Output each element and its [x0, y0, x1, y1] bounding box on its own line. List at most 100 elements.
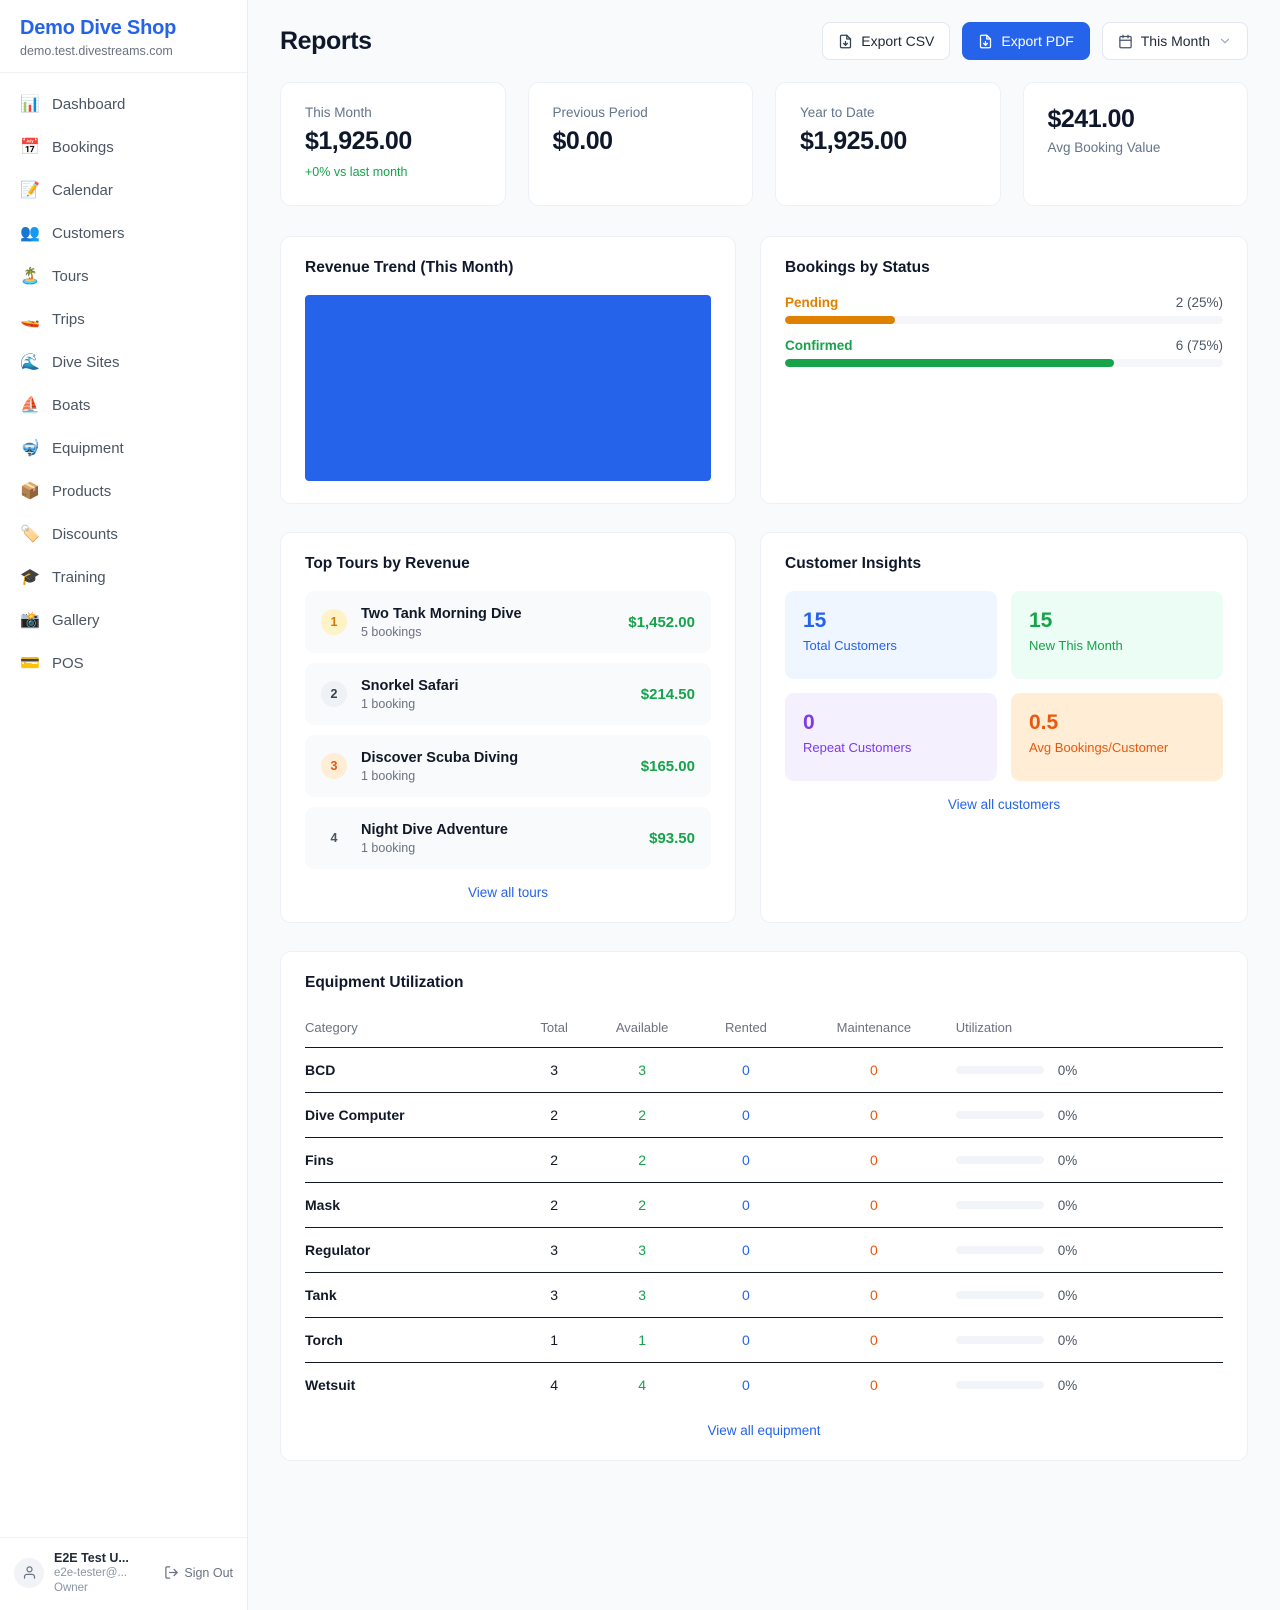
sidebar-item-dive-sites[interactable]: 🌊 Dive Sites [0, 341, 247, 384]
status-progress-track [785, 359, 1223, 367]
sidebar-item-customers[interactable]: 👥 Customers [0, 212, 247, 255]
page-title: Reports [280, 26, 372, 55]
tour-rank-badge: 2 [321, 681, 347, 707]
table-body: BCD 3 3 0 0 0% Dive Computer 2 2 0 0 0% Fins 2 2 0 0 0% Ma… [305, 1047, 1223, 1408]
sidebar-item-tours[interactable]: 🏝️ Tours [0, 255, 247, 298]
tour-meta: Discover Scuba Diving 1 booking [361, 749, 627, 784]
stat-label: This Month [305, 105, 372, 120]
revenue-trend-title: Revenue Trend (This Month) [305, 259, 514, 276]
insight-card: 0 Repeat Customers [785, 693, 997, 781]
utilization-track [955, 1246, 1044, 1254]
equipment-maintenance: 0 [792, 1137, 956, 1183]
stat-card: $241.00 Avg Booking Value [1022, 82, 1248, 206]
export-pdf-button[interactable]: Export PDF [962, 22, 1090, 60]
table-row: Torch 1 1 0 0 0% [305, 1317, 1223, 1363]
equipment-rented: 0 [699, 1092, 793, 1138]
equipment-table: Category Total Available Rented Maintenance U… [305, 1010, 1223, 1407]
tour-list-item[interactable]: 3 Discover Scuba Diving 1 booking $165.00 [305, 735, 711, 797]
revenue-trend-panel: Revenue Trend (This Month) [280, 236, 736, 504]
sidebar-item-discounts[interactable]: 🏷️ Discounts [0, 513, 247, 556]
tour-revenue: $214.50 [640, 685, 695, 703]
view-all-tours-link[interactable]: View all tours [467, 885, 549, 900]
column-header: Maintenance [792, 1010, 956, 1048]
equipment-rented: 0 [699, 1182, 793, 1228]
insight-label: Avg Bookings/Customer [1029, 740, 1169, 756]
sign-out-button[interactable]: Sign Out [164, 1565, 233, 1580]
tour-revenue: $93.50 [649, 829, 695, 847]
table-row: Fins 2 2 0 0 0% [305, 1137, 1223, 1183]
tour-list-item[interactable]: 2 Snorkel Safari 1 booking $214.50 [305, 663, 711, 725]
bookings-status-title: Bookings by Status [785, 259, 930, 276]
export-csv-button[interactable]: Export CSV [822, 22, 951, 60]
sidebar: Demo Dive Shop demo.test.divestreams.com… [0, 0, 248, 1610]
sidebar-item-gallery[interactable]: 📸 Gallery [0, 599, 247, 642]
sidebar-item-trips[interactable]: 🚤 Trips [0, 298, 247, 341]
sidebar-spacer [0, 691, 247, 1537]
training-icon: 🎓 [20, 568, 40, 586]
column-header: Utilization [955, 1010, 1223, 1048]
equipment-total: 4 [550, 1377, 559, 1393]
sidebar-item-products[interactable]: 📦 Products [0, 470, 247, 513]
header-actions: Export CSV Export PDF [822, 22, 1248, 60]
sidebar-item-label: Tours [52, 268, 89, 285]
status-count: 6 (75%) [1175, 338, 1223, 353]
sidebar-item-dashboard[interactable]: 📊 Dashboard [0, 83, 247, 126]
sidebar-item-label: Dive Sites [52, 354, 120, 371]
stat-label: Avg Booking Value [1047, 140, 1161, 155]
equipment-rented: 0 [699, 1317, 793, 1363]
equipment-available: 3 [584, 1227, 700, 1273]
equipment-category: Fins [305, 1137, 524, 1183]
view-all-equipment-link[interactable]: View all equipment [707, 1423, 821, 1438]
sidebar-item-label: Bookings [52, 139, 114, 156]
utilization-percent: 0% [1057, 1377, 1078, 1393]
insight-card: 15 New This Month [1011, 591, 1223, 679]
equipment-category: Wetsuit [305, 1377, 356, 1393]
equipment-total: 3 [523, 1227, 585, 1273]
tour-list-item[interactable]: 1 Two Tank Morning Dive 5 bookings $1,452.0… [305, 591, 711, 653]
top-tours-title: Top Tours by Revenue [305, 555, 470, 572]
sidebar-item-bookings[interactable]: 📅 Bookings [0, 126, 247, 169]
table-row: Wetsuit 4 4 0 0 0% [305, 1363, 1223, 1408]
sidebar-item-boats[interactable]: ⛵ Boats [0, 384, 247, 427]
page-header: Reports Export CSV [280, 22, 1248, 60]
status-row: Confirmed 6 (75%) [785, 338, 1223, 367]
column-header: Category [305, 1010, 524, 1048]
dashboard-icon: 📊 [20, 95, 40, 113]
utilization-percent: 0% [1057, 1242, 1078, 1258]
equipment-total: 3 [523, 1272, 585, 1318]
tour-name: Night Dive Adventure [361, 821, 508, 838]
sidebar-item-equipment[interactable]: 🤿 Equipment [0, 427, 247, 470]
export-csv-label: Export CSV [861, 33, 935, 49]
tour-rank-badge: 1 [321, 609, 347, 635]
equipment-maintenance: 0 [792, 1092, 956, 1138]
equipment-available: 4 [638, 1377, 646, 1393]
sidebar-item-label: Products [52, 483, 112, 500]
tour-revenue: $1,452.00 [628, 613, 695, 631]
tour-meta: Snorkel Safari 1 booking [361, 677, 627, 712]
user-profile[interactable]: E2E Test U... e2e-tester@... Owner Sign … [0, 1536, 247, 1610]
equipment-rented: 0 [699, 1227, 793, 1273]
equipment-maintenance: 0 [792, 1227, 956, 1273]
sidebar-item-training[interactable]: 🎓 Training [0, 556, 247, 599]
equipment-utilization-cell: 0% [955, 1137, 1223, 1183]
details-row: Top Tours by Revenue 1 Two Tank Morning D… [280, 532, 1248, 923]
tour-bookings-count: 1 booking [361, 769, 416, 784]
date-range-select[interactable]: This Month [1101, 22, 1248, 60]
column-header: Available [584, 1010, 700, 1048]
equipment-maintenance: 0 [792, 1047, 956, 1093]
insight-card: 15 Total Customers [785, 591, 997, 679]
top-tours-list: 1 Two Tank Morning Dive 5 bookings $1,452.0… [305, 591, 711, 869]
view-all-customers-link[interactable]: View all customers [947, 797, 1061, 812]
utilization-percent: 0% [1057, 1107, 1078, 1123]
sidebar-item-calendar[interactable]: 📝 Calendar [0, 169, 247, 212]
status-row: Pending 2 (25%) [785, 295, 1223, 324]
tour-list-item[interactable]: 4 Night Dive Adventure 1 booking $93.50 [305, 807, 711, 869]
equipment-rented: 0 [742, 1377, 750, 1393]
pos-icon: 💳 [20, 654, 40, 672]
sidebar-item-pos[interactable]: 💳 POS [0, 642, 247, 685]
discounts-icon: 🏷️ [20, 525, 40, 543]
utilization-wrap: 0% [955, 1198, 1223, 1213]
calendar-icon: 📝 [20, 181, 40, 199]
status-label: Confirmed [785, 338, 853, 353]
